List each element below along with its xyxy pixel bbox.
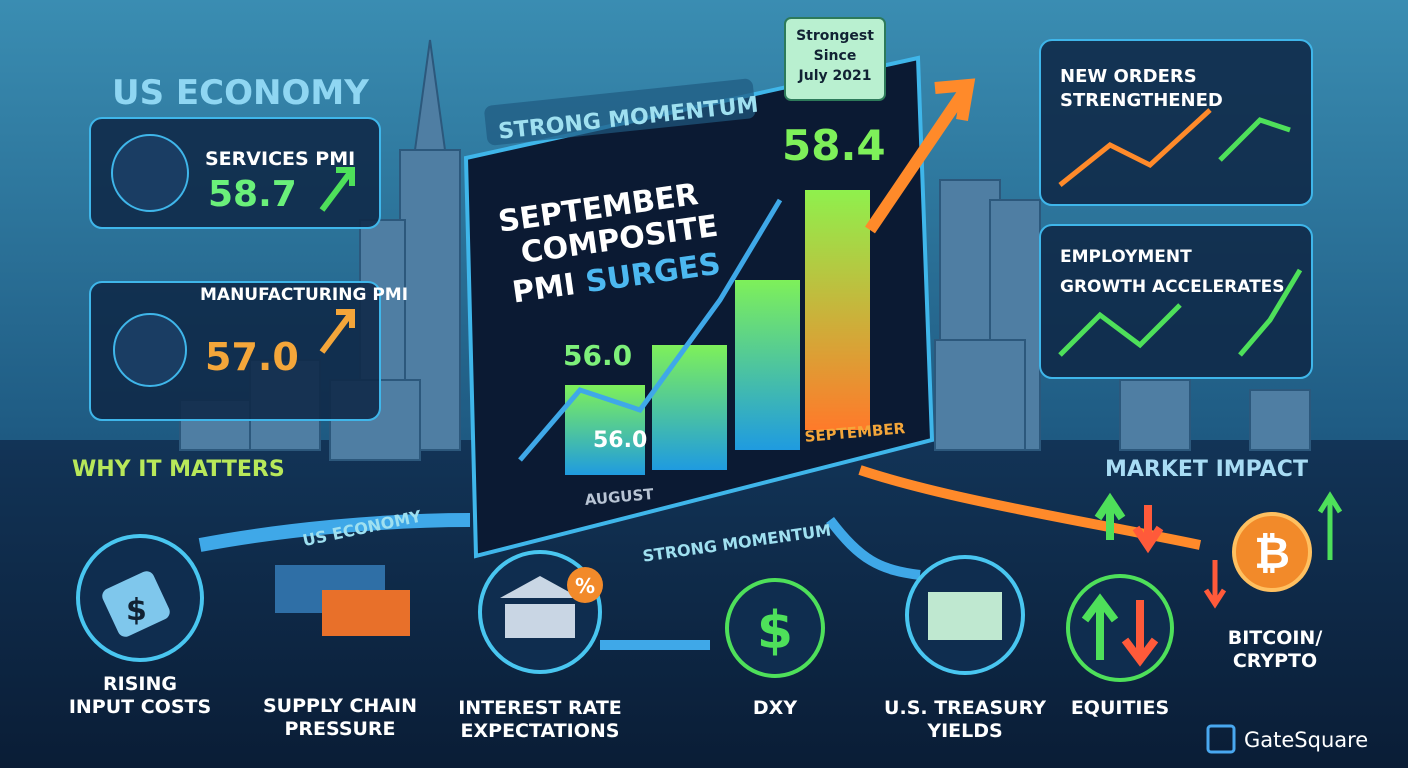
bar-label: 56.0	[593, 428, 647, 453]
container	[322, 590, 410, 636]
decoration	[1249, 389, 1311, 451]
big-arrow	[865, 78, 976, 234]
trend-line	[518, 198, 783, 462]
badge	[784, 17, 886, 101]
card-line: STRENGTHENED	[1060, 90, 1223, 111]
impact-label: INTEREST RATE	[458, 697, 622, 719]
pmi-label: SERVICES PMI	[205, 148, 355, 170]
down-arrow	[1121, 600, 1159, 667]
skyline	[179, 39, 1311, 461]
badge-line: July 2021	[798, 68, 872, 84]
bar-decoration	[652, 345, 727, 470]
dollar-symbol: $	[757, 601, 793, 661]
flow-arrow	[198, 513, 471, 552]
card-chart	[1218, 117, 1291, 162]
previous-value: 56.0	[563, 339, 632, 372]
impact-label: U.S. TREASURY	[884, 697, 1046, 719]
impact-label: PRESSURE	[284, 718, 395, 740]
card-line: NEW ORDERS	[1060, 66, 1197, 87]
up-arrow	[319, 167, 355, 212]
impact-label: EXPECTATIONS	[461, 720, 620, 742]
up-arrow	[1094, 492, 1126, 540]
card-chart	[1238, 268, 1303, 357]
tag-symbol: $	[126, 593, 147, 628]
bank-icon	[500, 576, 580, 598]
badge-line: Since	[814, 48, 857, 64]
decoration	[934, 339, 1026, 451]
impact-label: DXY	[753, 697, 797, 719]
card-chart	[1058, 108, 1212, 187]
handshake-icon	[111, 134, 189, 212]
impact-label: EQUITIES	[1071, 697, 1169, 719]
decoration	[1119, 379, 1191, 451]
rate-badge	[567, 567, 603, 603]
header-title: US ECONOMY	[112, 73, 369, 113]
impact-label: SUPPLY CHAIN	[263, 695, 417, 717]
logo-mark	[1206, 724, 1236, 754]
flow-arrow	[826, 516, 921, 580]
impact-label: BITCOIN/	[1228, 627, 1323, 649]
bar-decoration	[735, 280, 800, 450]
current-value: 58.4	[782, 121, 886, 170]
impact-label: RISING	[103, 673, 177, 695]
down-arrow	[1132, 505, 1164, 554]
bar-decoration	[805, 190, 870, 430]
section-title: MARKET IMPACT	[1105, 457, 1308, 482]
card-chart	[1058, 303, 1182, 357]
month-label: AUGUST	[584, 485, 655, 509]
section-title: WHY IT MATTERS	[72, 457, 285, 482]
decoration	[413, 39, 447, 151]
impact-label: INPUT COSTS	[69, 696, 211, 718]
impact-label: YIELDS	[926, 720, 1002, 742]
bond-icon	[928, 592, 1002, 640]
up-arrow	[1081, 593, 1119, 660]
card-line: GROWTH ACCELERATES	[1060, 277, 1285, 297]
logo: GateSquare	[1244, 728, 1368, 752]
headline: PMI	[510, 267, 577, 310]
impact-icon	[725, 578, 825, 678]
gears-icon	[113, 313, 187, 387]
impact-label: CRYPTO	[1233, 650, 1317, 672]
up-arrow	[319, 309, 355, 354]
up-arrow	[1317, 491, 1343, 560]
impact-icon	[1066, 574, 1174, 682]
card-line: EMPLOYMENT	[1060, 247, 1192, 267]
bitcoin-symbol: ₿	[1254, 528, 1290, 579]
pmi-value: 58.7	[208, 174, 297, 215]
pmi-label: MANUFACTURING PMI	[200, 285, 408, 305]
pmi-value: 57.0	[205, 335, 299, 379]
price-tag	[102, 571, 170, 637]
info-card	[1039, 39, 1313, 206]
bank-icon	[505, 604, 575, 638]
rate-symbol: %	[575, 574, 595, 598]
down-arrow	[1203, 560, 1227, 609]
tag-box	[484, 78, 756, 146]
info-card	[1039, 224, 1313, 379]
bitcoin-coin	[1232, 512, 1312, 592]
badge-line: Strongest	[796, 28, 874, 44]
